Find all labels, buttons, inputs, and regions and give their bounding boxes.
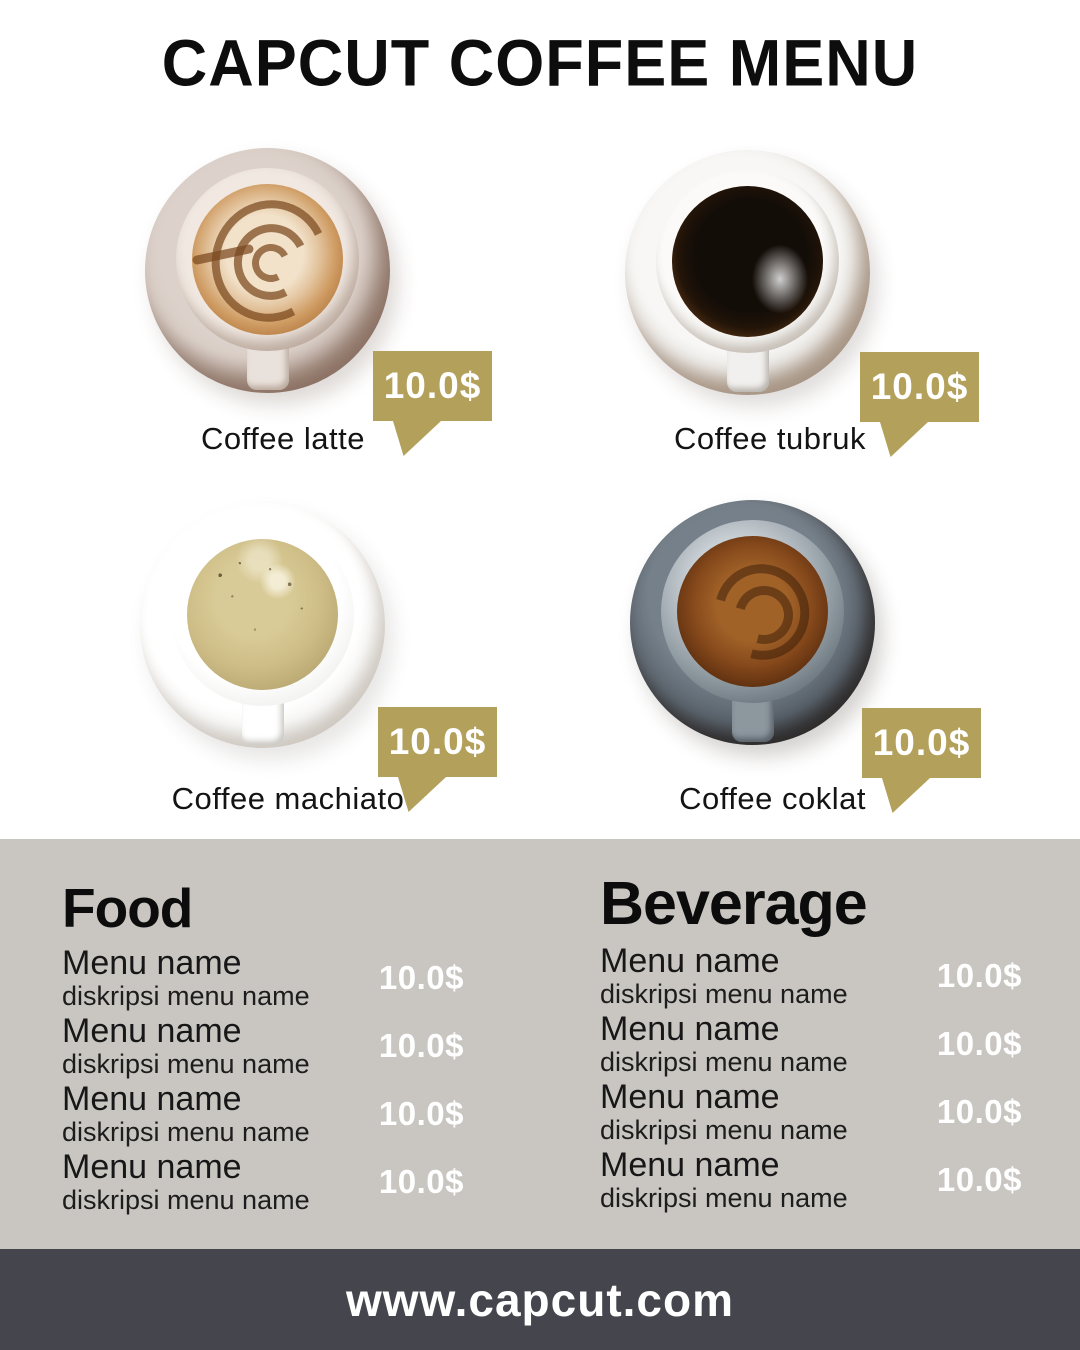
latte-art bbox=[192, 184, 343, 335]
coffee-coklat-photo bbox=[630, 500, 875, 745]
menu-item-name: Menu name bbox=[62, 1012, 242, 1051]
product-label: Coffee tubruk bbox=[673, 421, 867, 456]
menu-item-price: 10.0$ bbox=[378, 1095, 464, 1133]
food-heading: Food bbox=[62, 877, 193, 939]
menu-section: Food Menu name diskripsi menu name 10.0$… bbox=[0, 839, 1080, 1249]
coffee-tubruk-photo bbox=[625, 150, 870, 395]
menu-item-price: 10.0$ bbox=[936, 1025, 1022, 1063]
price-text: 10.0$ bbox=[388, 721, 487, 762]
price-text: 10.0$ bbox=[870, 366, 969, 407]
menu-item-description: diskripsi menu name bbox=[600, 1182, 848, 1213]
menu-item-price: 10.0$ bbox=[936, 957, 1022, 995]
coffee-latte-photo bbox=[145, 148, 390, 393]
price-tag: 10.0$ bbox=[860, 352, 979, 422]
menu-item-price: 10.0$ bbox=[378, 1163, 464, 1201]
product-label: Coffee machiato bbox=[171, 781, 405, 816]
beverage-heading: Beverage bbox=[600, 869, 868, 937]
light-reflection bbox=[741, 231, 819, 327]
price-text: 10.0$ bbox=[872, 722, 971, 763]
menu-item: Menu name diskripsi menu name 10.0$ bbox=[600, 1010, 1022, 1077]
menu-item-description: diskripsi menu name bbox=[62, 1048, 310, 1079]
menu-item-name: Menu name bbox=[62, 1148, 242, 1187]
menu-item-name: Menu name bbox=[62, 944, 242, 982]
menu-item-name: Menu name bbox=[600, 1010, 780, 1049]
menu-item-description: diskripsi menu name bbox=[62, 1116, 310, 1147]
menu-item-description: diskripsi menu name bbox=[600, 1114, 848, 1145]
product-label: Coffee coklat bbox=[679, 781, 866, 816]
menu-item: Menu name diskripsi menu name 10.0$ bbox=[62, 1012, 464, 1079]
crema-speckles bbox=[187, 539, 338, 690]
menu-item-description: diskripsi menu name bbox=[600, 978, 848, 1009]
price-tag: 10.0$ bbox=[378, 707, 497, 777]
coffee-surface bbox=[677, 536, 828, 687]
price-tag: 10.0$ bbox=[862, 708, 981, 778]
menu-item-name: Menu name bbox=[600, 942, 780, 980]
menu-item-description: diskripsi menu name bbox=[600, 1046, 848, 1077]
menu-item-name: Menu name bbox=[62, 1080, 242, 1119]
website-url: www.capcut.com bbox=[345, 1273, 735, 1326]
coffee-machiato-photo bbox=[140, 503, 385, 748]
menu-item: Menu name diskripsi menu name 10.0$ bbox=[600, 1078, 1022, 1145]
menu-item: Menu name diskripsi menu name 10.0$ bbox=[600, 942, 1022, 1009]
menu-item-description: diskripsi menu name bbox=[62, 980, 310, 1011]
menu-item: Menu name diskripsi menu name 10.0$ bbox=[62, 1080, 464, 1147]
page-title: CAPCUT COFFEE MENU bbox=[161, 27, 919, 100]
menu-item-name: Menu name bbox=[600, 1078, 780, 1117]
menu-item: Menu name diskripsi menu name 10.0$ bbox=[600, 1146, 1022, 1213]
food-column: Food Menu name diskripsi menu name 10.0$… bbox=[62, 881, 464, 1218]
footer-bar: www.capcut.com bbox=[0, 1249, 1080, 1350]
price-tag: 10.0$ bbox=[373, 351, 492, 421]
beverage-column: Beverage Menu name diskripsi menu name 1… bbox=[600, 873, 1022, 1216]
price-text: 10.0$ bbox=[383, 365, 482, 406]
coffee-surface bbox=[672, 186, 823, 337]
menu-item-description: diskripsi menu name bbox=[62, 1184, 310, 1215]
menu-item-price: 10.0$ bbox=[378, 959, 464, 997]
product-label: Coffee latte bbox=[201, 421, 365, 456]
menu-item-price: 10.0$ bbox=[936, 1161, 1022, 1199]
menu-item-name: Menu name bbox=[600, 1146, 780, 1185]
menu-item-price: 10.0$ bbox=[378, 1027, 464, 1065]
menu-item: Menu name diskripsi menu name 10.0$ bbox=[62, 944, 464, 1011]
menu-item: Menu name diskripsi menu name 10.0$ bbox=[62, 1148, 464, 1215]
coffee-surface bbox=[187, 539, 338, 690]
menu-item-price: 10.0$ bbox=[936, 1093, 1022, 1131]
coffee-surface bbox=[192, 184, 343, 335]
